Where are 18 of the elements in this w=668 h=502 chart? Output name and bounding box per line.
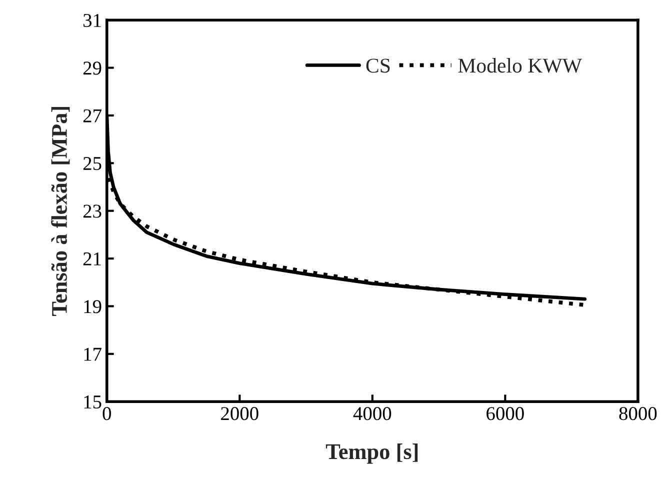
- x-axis-title: Tempo [s]: [326, 444, 418, 464]
- y-tick-label: 21: [83, 252, 101, 266]
- y-tick-label: 27: [83, 109, 102, 122]
- legend-label: CS: [366, 58, 390, 73]
- y-axis-title: Tensão à flexão [MPa]: [51, 107, 70, 316]
- y-tick-label: 19: [84, 300, 102, 314]
- y-tick-label: 25: [83, 157, 102, 170]
- y-tick-label: 15: [84, 396, 102, 409]
- x-tick-label: 6000: [486, 407, 524, 420]
- x-tick-label: 0: [102, 407, 111, 420]
- x-tick-label: 2000: [221, 407, 258, 420]
- y-tick-label: 17: [84, 348, 102, 361]
- y-tick-label: 31: [84, 14, 101, 28]
- x-tick-label: 8000: [619, 407, 657, 420]
- legend-label: Modelo KWW: [458, 58, 582, 73]
- x-tick-label: 4000: [353, 407, 392, 420]
- y-tick-label: 23: [83, 204, 102, 218]
- y-tick-label: 29: [83, 62, 102, 75]
